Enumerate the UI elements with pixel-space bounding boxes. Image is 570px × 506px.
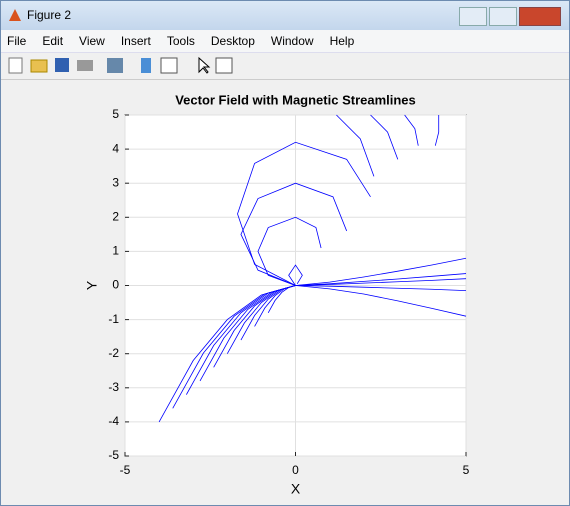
pointer-icon[interactable] xyxy=(198,56,211,74)
new-icon[interactable] xyxy=(8,57,23,74)
streamline xyxy=(257,216,322,286)
save-icon[interactable] xyxy=(55,58,69,72)
y-tick-label: 4 xyxy=(112,141,119,155)
title-bar: Figure 2 xyxy=(1,1,569,30)
figure: Vector Field with Magnetic Streamlines X… xyxy=(84,92,470,497)
streamline xyxy=(434,115,440,146)
minimize-button[interactable] xyxy=(459,7,487,26)
menu-item[interactable]: Edit xyxy=(42,34,64,48)
y-tick-label: -4 xyxy=(108,414,119,428)
window-buttons xyxy=(459,7,561,26)
x-tick-label: 0 xyxy=(292,463,299,477)
streamline xyxy=(336,114,375,177)
x-tick-label: -5 xyxy=(120,463,131,477)
streamline xyxy=(295,273,467,286)
streamline xyxy=(295,278,467,286)
link-icon[interactable] xyxy=(107,58,123,73)
streamline xyxy=(288,264,303,286)
toolbar xyxy=(1,53,569,80)
x-axis-label: X xyxy=(291,481,301,497)
x-tick-label: 5 xyxy=(463,463,470,477)
chart-title: Vector Field with Magnetic Streamlines xyxy=(175,92,416,107)
streamline xyxy=(295,285,467,292)
streamline xyxy=(370,114,399,160)
streamline xyxy=(240,182,348,286)
menu-item[interactable]: File xyxy=(7,34,27,48)
streamline xyxy=(237,141,371,286)
y-tick-label: -2 xyxy=(108,346,119,360)
streamline xyxy=(267,285,296,313)
y-tick-label: 1 xyxy=(112,244,119,258)
y-tick-label: 5 xyxy=(112,107,119,121)
menu-item[interactable]: Help xyxy=(329,34,355,48)
legend-icon[interactable] xyxy=(160,57,178,74)
colorbar-icon[interactable] xyxy=(141,58,151,73)
y-tick-label: -1 xyxy=(108,312,119,326)
menu-bar: File Edit View Insert Tools Desktop Window Help xyxy=(1,30,569,53)
window-title: Figure 2 xyxy=(27,8,72,22)
menu-item[interactable]: Insert xyxy=(120,34,151,48)
property-icon[interactable] xyxy=(215,57,233,74)
y-tick-label: -3 xyxy=(108,380,119,394)
y-tick-label: 0 xyxy=(112,278,119,292)
open-icon[interactable] xyxy=(30,59,48,73)
print-icon[interactable] xyxy=(77,60,93,71)
menu-item[interactable]: Window xyxy=(270,34,314,48)
menu-item[interactable]: Tools xyxy=(166,34,195,48)
y-tick-label: 2 xyxy=(112,209,119,223)
maximize-button[interactable] xyxy=(489,7,517,26)
y-axis-label: Y xyxy=(84,280,100,290)
app-icon xyxy=(9,9,21,21)
streamline xyxy=(404,114,419,146)
menu-item[interactable]: View xyxy=(79,34,105,48)
y-tick-label: 3 xyxy=(112,175,119,189)
menu-item[interactable]: Desktop xyxy=(210,34,255,48)
y-tick-label: -5 xyxy=(108,448,119,462)
streamline xyxy=(295,257,467,286)
streamline xyxy=(295,285,467,317)
close-button[interactable] xyxy=(519,7,561,26)
toolbar-icons xyxy=(8,56,233,74)
